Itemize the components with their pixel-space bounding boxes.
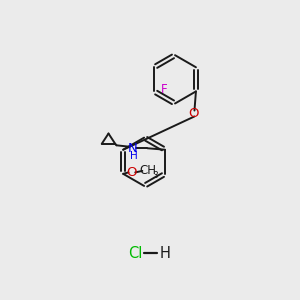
Text: O: O: [126, 166, 137, 179]
Text: CH: CH: [140, 164, 157, 177]
Text: 3: 3: [152, 170, 158, 179]
Text: F: F: [160, 82, 167, 95]
Text: N: N: [128, 142, 137, 155]
Text: H: H: [159, 246, 170, 261]
Text: Cl: Cl: [128, 246, 142, 261]
Text: O: O: [188, 107, 199, 120]
Text: H: H: [130, 151, 137, 160]
